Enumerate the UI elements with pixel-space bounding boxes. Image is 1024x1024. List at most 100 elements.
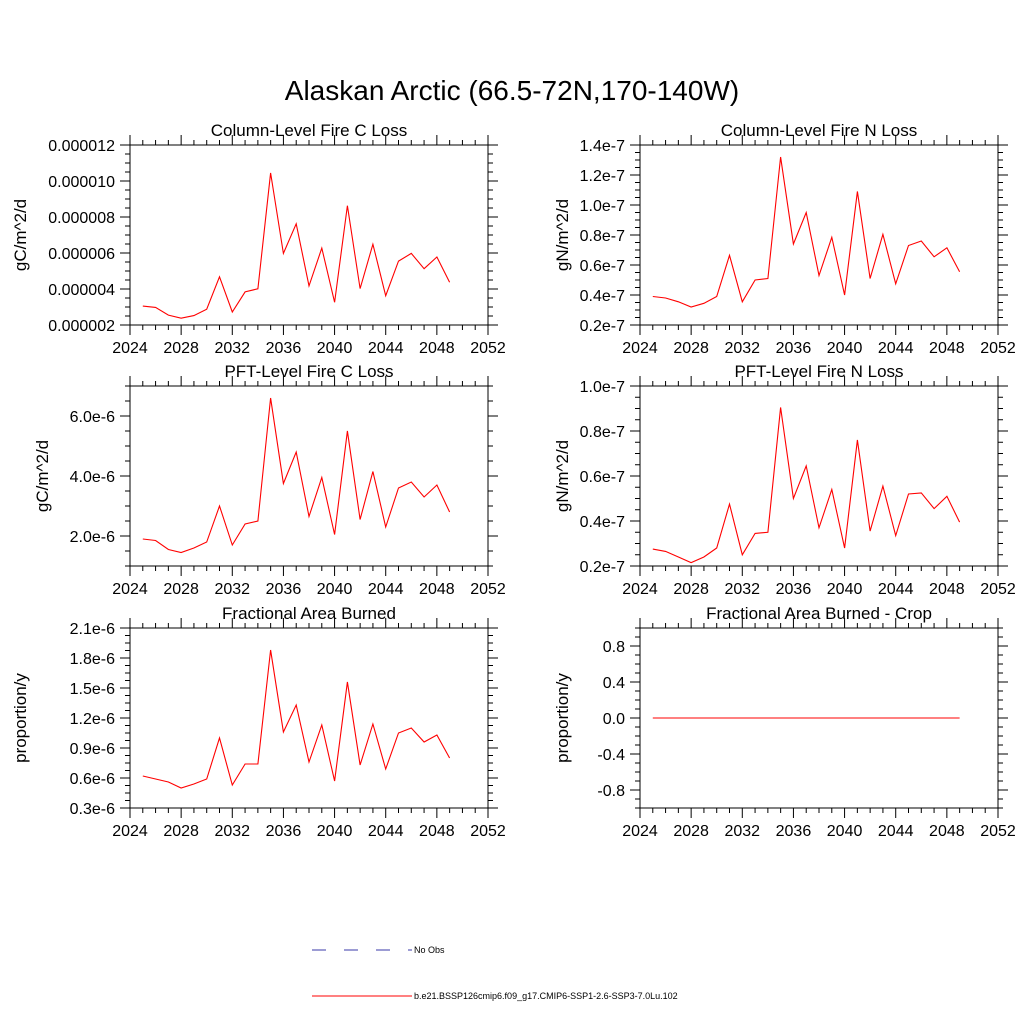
y-tick-label: 1.2e-6 xyxy=(70,711,115,728)
legend-label-no-obs: No Obs xyxy=(414,945,445,955)
x-tick-label: 2032 xyxy=(724,581,760,598)
y-tick-label: 0.6e-7 xyxy=(580,258,625,275)
x-tick-label: 2028 xyxy=(673,823,709,840)
legend-label-model: b.e21.BSSP126cmip6.f09_g17.CMIP6-SSP1-2.… xyxy=(414,991,678,1001)
y-tick-label: 0.8e-7 xyxy=(580,228,625,245)
x-tick-label: 2036 xyxy=(266,581,302,598)
x-tick-label: 2040 xyxy=(317,823,353,840)
x-tick-label: 2036 xyxy=(776,581,812,598)
series-line xyxy=(142,172,451,319)
x-tick-label: 2024 xyxy=(622,823,658,840)
y-tick-label: 0.6e-7 xyxy=(580,469,625,486)
x-tick-label: 2040 xyxy=(317,340,353,357)
series-line xyxy=(652,156,961,308)
chart-pft-level-fire-n-loss: PFT-Level Fire N Loss gN/m^2/d 2024 2028 203… xyxy=(553,362,1016,598)
x-tick-label: 2032 xyxy=(214,340,250,357)
x-tick-label: 2028 xyxy=(673,340,709,357)
plot-frame xyxy=(129,627,489,809)
chart-fractional-area-burned-crop: Fractional Area Burned - Crop proportion/… xyxy=(553,604,1016,840)
x-tick-label: 2032 xyxy=(214,823,250,840)
series-line xyxy=(142,649,451,789)
x-tick-label: 2052 xyxy=(470,823,506,840)
y-axis-label: gN/m^2/d xyxy=(553,440,572,512)
y-tick-label: 0.000010 xyxy=(48,174,115,191)
y-tick-label: 0.4 xyxy=(603,675,625,692)
x-tick-label: 2044 xyxy=(878,581,914,598)
x-tick-label: 2044 xyxy=(878,823,914,840)
x-tick-label: 2036 xyxy=(266,340,302,357)
x-tick-label: 2024 xyxy=(622,340,658,357)
y-tick-label: 0.000012 xyxy=(48,138,115,155)
y-tick-label: 0.000006 xyxy=(48,246,115,263)
y-tick-label: 0.2e-7 xyxy=(580,559,625,576)
chart-pft-level-fire-c-loss: PFT-Level Fire C Loss gC/m^2/d 2024 2028 203… xyxy=(33,362,506,598)
y-tick-label: 2.0e-6 xyxy=(70,529,115,546)
y-tick-label: 0.0 xyxy=(603,711,625,728)
x-tick-label: 2052 xyxy=(470,340,506,357)
x-tick-label: 2036 xyxy=(776,340,812,357)
chart-column-level-fire-n-loss: Column-Level Fire N Loss gN/m^2/d 2024 2028… xyxy=(553,121,1016,357)
x-tick-label: 2052 xyxy=(980,340,1016,357)
y-tick-label: 1.5e-6 xyxy=(70,681,115,698)
x-tick-label: 2048 xyxy=(929,581,965,598)
x-tick-label: 2048 xyxy=(419,581,455,598)
plot-frame xyxy=(129,144,489,326)
y-tick-label: 4.0e-6 xyxy=(70,469,115,486)
x-tick-label: 2024 xyxy=(112,581,148,598)
chart-title: Column-Level Fire N Loss xyxy=(721,121,918,140)
chart-title: PFT-Level Fire N Loss xyxy=(734,362,903,381)
figure-title: Alaskan Arctic (66.5-72N,170-140W) xyxy=(285,75,739,106)
y-tick-label: 0.4e-7 xyxy=(580,514,625,531)
x-tick-label: 2024 xyxy=(112,823,148,840)
x-tick-label: 2040 xyxy=(827,823,863,840)
x-tick-label: 2044 xyxy=(368,581,404,598)
x-tick-label: 2036 xyxy=(266,823,302,840)
x-tick-label: 2048 xyxy=(419,340,455,357)
y-axis-label: gC/m^2/d xyxy=(33,440,52,512)
plot-frame xyxy=(639,385,999,567)
x-tick-label: 2040 xyxy=(827,340,863,357)
chart-title: PFT-Level Fire C Loss xyxy=(224,362,393,381)
x-tick-label: 2032 xyxy=(724,340,760,357)
x-tick-label: 2028 xyxy=(163,823,199,840)
y-tick-label: 6.0e-6 xyxy=(70,409,115,426)
x-tick-label: 2040 xyxy=(317,581,353,598)
x-tick-label: 2032 xyxy=(214,581,250,598)
y-tick-label: 0.3e-6 xyxy=(70,801,115,818)
y-tick-label: -0.4 xyxy=(597,747,625,764)
x-tick-label: 2048 xyxy=(419,823,455,840)
chart-title: Fractional Area Burned xyxy=(222,604,396,623)
y-tick-label: 0.000008 xyxy=(48,210,115,227)
plot-frame xyxy=(639,144,999,326)
y-tick-label: 0.8 xyxy=(603,639,625,656)
y-tick-label: 0.8e-7 xyxy=(580,424,625,441)
chart-title: Fractional Area Burned - Crop xyxy=(706,604,932,623)
y-tick-label: 1.2e-7 xyxy=(580,168,625,185)
y-tick-label: 0.000004 xyxy=(48,282,115,299)
chart-column-level-fire-c-loss: Column-Level Fire C Loss gC/m^2/d 2024 2028… xyxy=(11,121,506,357)
panels: Column-Level Fire C Loss gC/m^2/d 2024 2028… xyxy=(11,121,1016,840)
x-tick-label: 2028 xyxy=(163,340,199,357)
x-tick-label: 2044 xyxy=(878,340,914,357)
series-line xyxy=(652,407,961,564)
series-line xyxy=(142,397,451,554)
y-axis-label: proportion/y xyxy=(553,673,572,763)
y-tick-label: 1.0e-7 xyxy=(580,198,625,215)
x-tick-label: 2040 xyxy=(827,581,863,598)
y-tick-label: 0.2e-7 xyxy=(580,318,625,335)
y-tick-label: 1.0e-7 xyxy=(580,379,625,396)
x-tick-label: 2048 xyxy=(929,340,965,357)
x-tick-label: 2024 xyxy=(112,340,148,357)
y-axis-label: gN/m^2/d xyxy=(553,199,572,271)
y-tick-label: 0.000002 xyxy=(48,318,115,335)
x-tick-label: 2052 xyxy=(470,581,506,598)
x-tick-label: 2036 xyxy=(776,823,812,840)
x-tick-label: 2028 xyxy=(673,581,709,598)
y-tick-label: 0.6e-6 xyxy=(70,771,115,788)
x-tick-label: 2048 xyxy=(929,823,965,840)
x-tick-label: 2028 xyxy=(163,581,199,598)
y-axis-label: proportion/y xyxy=(11,673,30,763)
legend: No Obs b.e21.BSSP126cmip6.f09_g17.CMIP6-… xyxy=(312,945,678,1001)
x-tick-label: 2052 xyxy=(980,581,1016,598)
x-tick-label: 2052 xyxy=(980,823,1016,840)
